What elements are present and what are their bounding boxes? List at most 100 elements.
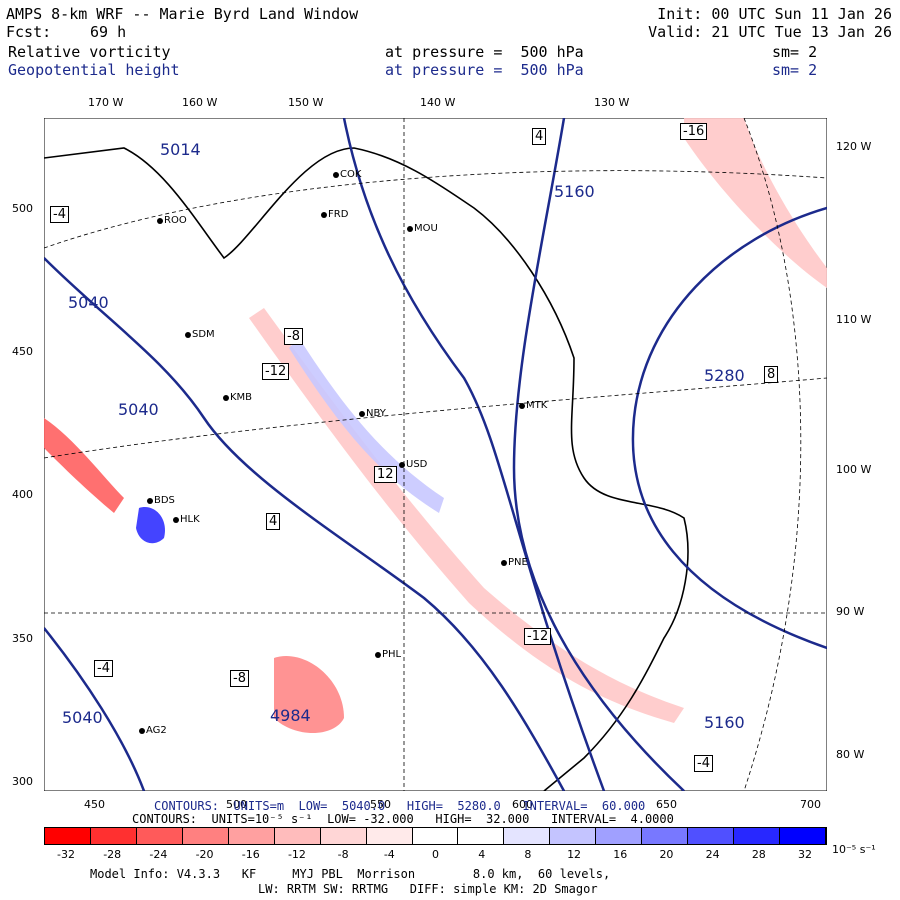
colorbar-tick-label: 0 [432,848,439,861]
height-contour [44,257,566,791]
station-label: ROO [157,215,187,226]
colorbar-units: 10⁻⁵ s⁻¹ [832,843,876,856]
station-label: PHL [374,649,402,660]
top-lon-label: 140 W [420,96,456,109]
colorbar [44,827,827,845]
right-lon-label: 100 W [836,463,872,476]
station-label: NBY [359,408,386,419]
colorbar-cell [320,828,367,844]
colorbar-tick-label: -8 [337,848,349,861]
model-title: AMPS 8-km WRF -- Marie Byrd Land Window [6,5,359,23]
height-contour-label: 4984 [270,706,311,725]
vorticity-positive-band [289,338,444,513]
height-contour-label: 5160 [704,713,745,732]
field-height-level: at pressure = 500 hPa [385,61,584,79]
field-vorticity-level: at pressure = 500 hPa [385,43,584,61]
physics-info: LW: RRTM SW: RRTMG DIFF: simple KM: 2D S… [258,882,598,896]
bottom-x-label: 700 [800,798,821,811]
left-y-label: 450 [12,345,33,358]
vorticity-left-cluster [44,418,124,513]
colorbar-tick-label: 32 [798,848,812,861]
vorticity-contour-label: 4 [266,513,281,530]
coastline [44,147,689,791]
height-contour-label: 5014 [160,140,201,159]
vorticity-contour-info: CONTOURS: UNITS=10⁻⁵ s⁻¹ LOW= -32.000 HI… [132,812,674,826]
vorticity-contour-label: 12 [374,466,397,483]
bottom-x-label: 650 [656,798,677,811]
height-contour [631,206,827,650]
colorbar-cell [182,828,229,844]
valid-time: Valid: 21 UTC Tue 13 Jan 26 [648,23,892,41]
colorbar-tick-label: -32 [57,848,75,861]
colorbar-cell [412,828,459,844]
graticule-line [44,377,827,459]
colorbar-cell [688,828,735,844]
height-contour [512,118,685,791]
model-info: Model Info: V4.3.3 KF MYJ PBL Morrison 8… [90,867,611,881]
bottom-x-label: 500 [226,798,247,811]
field-vorticity-name: Relative vorticity [8,43,171,61]
colorbar-tick-label: -24 [149,848,168,861]
vorticity-contour-label: -8 [230,670,249,687]
height-contour-label: 5040 [68,293,109,312]
height-contour-label: 5280 [704,366,745,385]
colorbar-cell [780,828,826,844]
station-label: USD [398,459,428,470]
colorbar-tick-label: 24 [705,848,720,861]
height-contour-label: 5040 [62,708,103,727]
colorbar-cell [458,828,505,844]
fcst-label: Fcst: [6,23,52,41]
colorbar-cell [366,828,413,844]
colorbar-cell [550,828,597,844]
colorbar-tick-label: 20 [659,848,674,861]
left-y-label: 400 [12,488,33,501]
colorbar-cell [228,828,275,844]
vorticity-blue-spot [136,507,165,544]
right-lon-label: 120 W [836,140,872,153]
vorticity-contour-label: -12 [262,363,290,380]
right-lon-label: 90 W [836,605,865,618]
left-y-label: 300 [12,775,33,788]
colorbar-tick-label: 12 [567,848,582,861]
station-label: PNE [501,557,528,568]
top-lon-label: 160 W [182,96,218,109]
colorbar-cell [90,828,137,844]
station-label: MTK [518,400,548,411]
left-y-label: 500 [12,202,33,215]
graticule-line [44,170,827,249]
vorticity-negative-ne [684,118,827,288]
vorticity-contour-label: -12 [524,628,552,645]
height-contour-label: 5160 [554,182,595,201]
left-y-label: 350 [12,632,33,645]
map-panel: ROO FRD MOU SDM KMB NBY MTK USD PNE BDS … [44,118,827,791]
colorbar-tick-label: -16 [241,848,260,861]
colorbar-tick-label: 4 [478,848,486,861]
station-label: MOU [407,223,438,234]
colorbar-tick-label: 28 [751,848,766,861]
colorbar-cell [504,828,551,844]
vorticity-contour-label: 8 [764,366,779,383]
top-lon-label: 170 W [88,96,124,109]
station-label: KMB [222,392,253,403]
colorbar-cell [136,828,183,844]
vorticity-contour-label: 4 [532,128,547,145]
bottom-x-label: 600 [512,798,533,811]
field-vorticity-smooth: sm= 2 [772,43,818,61]
field-height-smooth: sm= 2 [772,61,818,79]
bottom-x-label: 550 [370,798,391,811]
bottom-x-label: 450 [84,798,105,811]
top-lon-label: 150 W [288,96,324,109]
station-label: BDS [147,495,175,506]
colorbar-tick-label: -28 [103,848,122,861]
init-time: Init: 00 UTC Sun 11 Jan 26 [657,5,892,23]
top-lon-label: 130 W [594,96,630,109]
colorbar-cell [596,828,643,844]
height-contour [44,627,146,791]
fcst-value: 69 h [90,23,127,41]
height-contour [342,118,606,791]
colorbar-tick-label: -20 [195,848,214,861]
right-lon-label: 80 W [836,748,865,761]
colorbar-tick-label: -12 [287,848,306,861]
station-label: FRD [320,209,349,220]
height-contour-info: CONTOURS: UNITS=m LOW= 5040.0 HIGH= 5280… [154,799,646,813]
